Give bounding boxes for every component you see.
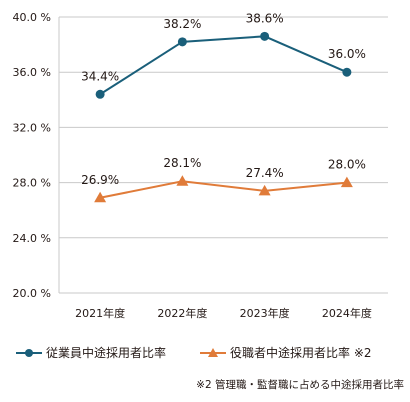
data-point-triangle [258,184,271,196]
x-tick-label: 2021年度 [75,306,125,320]
legend-item-series-2: 役職者中途採用者比率 ※2 [200,344,372,361]
data-label: 38.6% [246,11,284,25]
data-point-circle [177,37,187,47]
data-point-circle [342,67,352,77]
y-axis: 20.0 % 24.0 % 28.0 % 32.0 % 36.0 % 40.0 % [13,11,60,300]
data-point-triangle [340,176,353,188]
data-point-triangle [176,175,189,186]
x-tick-label: 2022年度 [157,306,207,320]
y-tick-label: 28.0 % [13,177,51,190]
y-tick-label: 20.0 % [13,287,51,300]
line-chart: 20.0 % 24.0 % 28.0 % 32.0 % 36.0 % 40.0 % 202… [13,11,388,320]
legend-marker-circle-icon [16,348,42,357]
legend-item-series-1: 従業員中途採用者比率 [16,344,166,361]
data-point-circle [260,31,270,41]
x-axis: 2021年度 2022年度 2023年度 2024年度 [75,306,372,320]
legend: 従業員中途採用者比率 役職者中途採用者比率 ※2 [0,344,410,364]
data-label: 28.1% [163,156,201,170]
y-tick-label: 32.0 % [13,121,51,134]
data-label: 26.9% [81,173,119,187]
data-label: 34.4% [81,69,119,83]
grid-lines [59,16,388,294]
data-label: 38.2% [163,17,201,31]
y-tick-label: 36.0 % [13,66,51,79]
legend-label-series-2: 役職者中途採用者比率 ※2 [230,346,372,360]
x-tick-label: 2023年度 [240,306,290,320]
data-label: 36.0% [328,47,366,61]
legend-label-series-1: 従業員中途採用者比率 [46,346,167,360]
y-tick-label: 24.0 % [13,232,51,245]
series-line-1 [99,35,348,96]
legend-marker-triangle-icon [200,347,226,357]
y-tick-label: 40.0 % [13,11,51,24]
series-line-2 [99,180,347,199]
footnote: ※2 管理職・監督職に占める中途採用者比率 [196,379,404,391]
data-point-triangle [94,191,107,203]
data-label: 27.4% [246,166,284,180]
data-point-circle [95,89,105,99]
x-tick-label: 2024年度 [322,306,372,320]
series-group: 34.4% 38.2% 38.6% 36.0% 26.9% 28.1% 27.4% 28.0% [81,11,366,203]
data-label: 28.0% [328,158,366,172]
